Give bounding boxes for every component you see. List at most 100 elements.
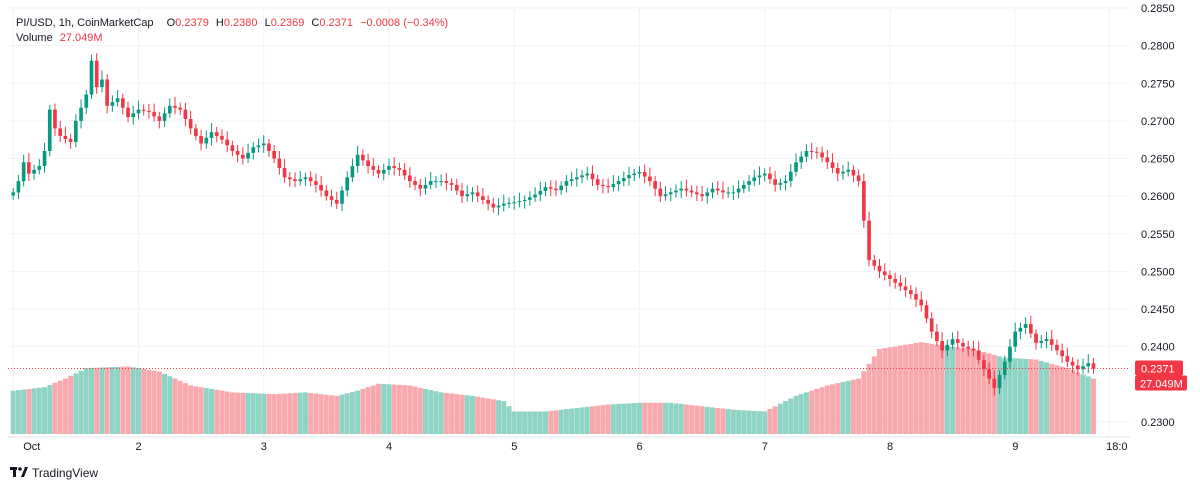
- volume-bar: [543, 411, 548, 434]
- candle: [1039, 335, 1044, 349]
- candle: [486, 195, 490, 211]
- candle-body: [501, 203, 506, 206]
- candle: [940, 332, 944, 358]
- x-tick-label: 3: [261, 441, 267, 453]
- candle-body: [778, 182, 783, 185]
- candle-body: [1049, 339, 1054, 345]
- x-tick-label: 4: [386, 441, 392, 453]
- candle-body: [908, 290, 913, 294]
- candle-body: [637, 172, 642, 174]
- symbol-title[interactable]: PI/USD, 1h, CoinMarketCap: [16, 17, 154, 29]
- low-label: L: [264, 17, 271, 29]
- candle-body: [715, 188, 720, 191]
- candle-body: [601, 184, 605, 186]
- candle: [731, 185, 736, 200]
- candle: [804, 144, 809, 162]
- candle: [564, 175, 569, 193]
- volume-bar: [950, 346, 956, 434]
- volume-bar: [120, 366, 126, 434]
- volume-bar: [762, 411, 768, 434]
- candle-body: [762, 173, 767, 176]
- candle-body: [94, 60, 99, 88]
- candle-body: [773, 179, 777, 185]
- volume-bar: [710, 407, 715, 434]
- x-tick-label: 7: [762, 441, 768, 453]
- volume-bar: [240, 392, 246, 434]
- candle: [684, 179, 689, 197]
- candle-body: [423, 184, 428, 189]
- volume-label[interactable]: Volume: [16, 32, 53, 44]
- candle-body: [997, 374, 1002, 389]
- volume-bar: [626, 403, 632, 434]
- candle: [721, 181, 725, 200]
- volume-bar: [235, 392, 241, 434]
- candle: [778, 178, 783, 191]
- volume-bar: [579, 407, 585, 434]
- candle-body: [1070, 361, 1075, 366]
- candle: [68, 133, 73, 149]
- candle: [334, 191, 339, 209]
- candle: [470, 187, 475, 202]
- candle-body: [1065, 356, 1070, 362]
- candle-body: [590, 173, 595, 180]
- candle-body: [392, 166, 397, 168]
- candle: [679, 181, 684, 199]
- candle-body: [966, 346, 971, 349]
- candle: [47, 105, 52, 157]
- y-tick-label: 0.2650: [1141, 154, 1175, 166]
- volume-bar: [897, 345, 903, 434]
- candle: [381, 163, 386, 181]
- candle-body: [903, 286, 908, 291]
- volume-bar: [52, 382, 58, 434]
- candle: [893, 272, 897, 289]
- candle-body: [460, 190, 464, 197]
- volume-bar: [198, 387, 204, 434]
- candle: [835, 162, 840, 182]
- candle-body: [971, 348, 976, 351]
- candle: [809, 142, 814, 160]
- candle: [340, 185, 344, 212]
- candle-body: [611, 184, 616, 188]
- candle-body: [653, 181, 657, 189]
- volume-bar: [730, 409, 736, 434]
- candle-body: [256, 145, 261, 148]
- tradingview-logo[interactable]: TradingView: [10, 466, 98, 480]
- candle: [287, 172, 292, 187]
- candle: [209, 123, 214, 146]
- volume-bar: [511, 411, 517, 434]
- volume-bar: [694, 405, 700, 434]
- candle-body: [528, 197, 532, 200]
- volume-bar: [433, 391, 439, 434]
- candle-body: [340, 190, 344, 204]
- candle-body: [136, 109, 141, 114]
- candle-body: [261, 143, 266, 146]
- candle: [37, 159, 42, 175]
- price-axis[interactable]: 0.2850 0.2800 0.2750 0.2700 0.2650 0.2600 0.25…: [1141, 3, 1175, 429]
- candle: [528, 191, 532, 206]
- volume-bar: [339, 394, 345, 434]
- candle: [585, 166, 590, 180]
- volume-bar: [417, 387, 423, 434]
- candle-body: [893, 278, 897, 283]
- candle: [251, 141, 256, 160]
- volume-bar: [965, 348, 971, 434]
- candle-body: [204, 137, 209, 144]
- candle: [872, 254, 877, 271]
- volume-bar: [913, 343, 919, 434]
- volume-bar: [673, 403, 679, 434]
- volume-bars: [10, 342, 1096, 434]
- candle-body: [209, 132, 214, 138]
- volume-bar: [130, 367, 136, 434]
- candle: [439, 174, 443, 187]
- candle-body: [115, 98, 120, 103]
- candle: [371, 157, 376, 176]
- volume-bar: [89, 367, 94, 434]
- candle: [955, 330, 960, 350]
- candle: [225, 131, 230, 153]
- volume-bar: [193, 386, 199, 434]
- candle-body: [481, 196, 485, 200]
- volume-bar: [819, 387, 825, 434]
- time-axis[interactable]: Oct 2 3 4 5 6 7 8 9 18:0: [23, 441, 1127, 453]
- volume-bar: [1012, 358, 1018, 434]
